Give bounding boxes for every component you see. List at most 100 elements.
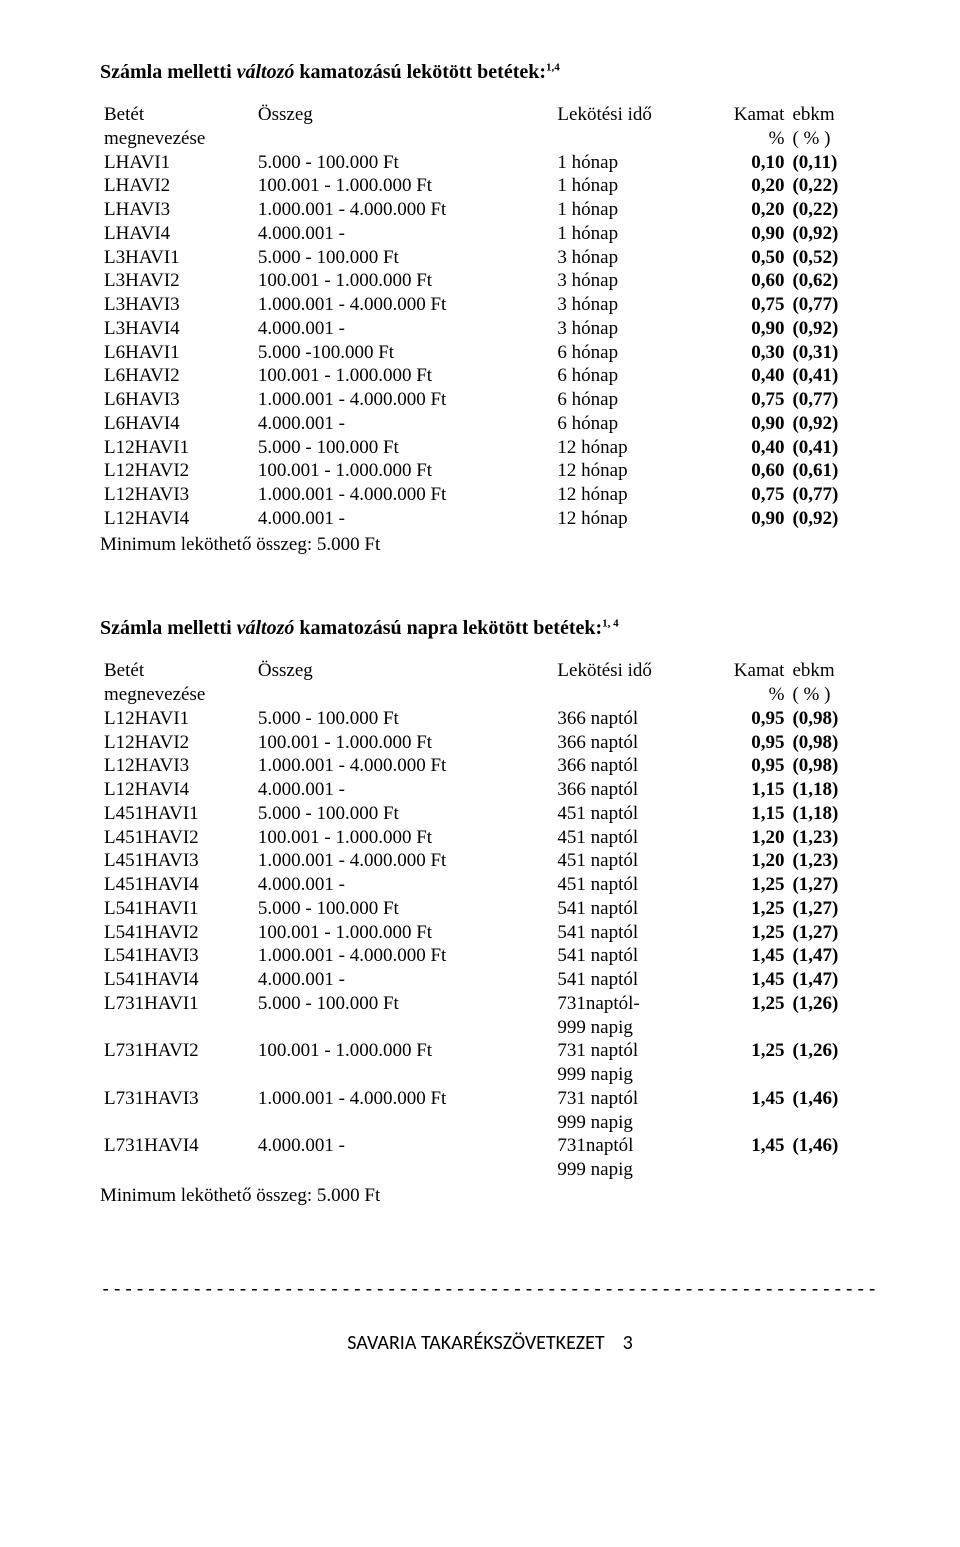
header-ebkm-l2: ( % ): [788, 683, 880, 707]
cell-ebkm: (1,27): [788, 897, 880, 921]
section2-title-italic: változó: [237, 617, 295, 639]
cell-rate: 1,25: [718, 921, 789, 945]
section1-note: Minimum leköthető összeg: 5.000 Ft: [100, 533, 880, 557]
cell-amount: 4.000.001 -: [254, 778, 554, 802]
cell-term: 731naptól: [553, 1134, 717, 1158]
header-name: Betét: [100, 103, 254, 127]
cell-term: 12 hónap: [553, 483, 717, 507]
divider-line: ----------------------------------------…: [100, 1278, 880, 1302]
table-row: L451HAVI31.000.001 - 4.000.000 Ft451 nap…: [100, 849, 880, 873]
table-row: L451HAVI44.000.001 -451 naptól1,25(1,27): [100, 873, 880, 897]
section2-title-pre: Számla melletti: [100, 617, 237, 639]
cell-term: 12 hónap: [553, 507, 717, 531]
cell-name: L731HAVI3: [100, 1087, 254, 1111]
cell-term-line2: 999 napig: [553, 1111, 717, 1135]
cell-amount: 100.001 - 1.000.000 Ft: [254, 826, 554, 850]
table-row: L3HAVI44.000.001 -3 hónap0,90(0,92): [100, 317, 880, 341]
cell-amount: 100.001 - 1.000.000 Ft: [254, 1039, 554, 1063]
cell-rate: 0,75: [718, 483, 789, 507]
header-term: Lekötési idő: [553, 103, 717, 127]
header-rate: Kamat: [718, 659, 789, 683]
cell-term: 366 naptól: [553, 778, 717, 802]
cell-amount: 1.000.001 - 4.000.000 Ft: [254, 849, 554, 873]
cell-term: 451 naptól: [553, 826, 717, 850]
header-ebkm: ebkm: [788, 659, 880, 683]
table-row: L541HAVI44.000.001 -541 naptól1,45(1,47): [100, 968, 880, 992]
table-row: L12HAVI2100.001 - 1.000.000 Ft12 hónap0,…: [100, 459, 880, 483]
cell-rate: 0,75: [718, 293, 789, 317]
table-row: L6HAVI2100.001 - 1.000.000 Ft6 hónap0,40…: [100, 364, 880, 388]
cell-ebkm: (0,22): [788, 174, 880, 198]
cell-name: L3HAVI1: [100, 246, 254, 270]
cell-name: L541HAVI3: [100, 944, 254, 968]
cell-rate: 0,30: [718, 341, 789, 365]
cell-ebkm: (0,92): [788, 507, 880, 531]
table-row-cont: 999 napig: [100, 1016, 880, 1040]
cell-rate: 1,25: [718, 992, 789, 1016]
cell-amount: 1.000.001 - 4.000.000 Ft: [254, 483, 554, 507]
header-rate: Kamat: [718, 103, 789, 127]
cell-amount: 1.000.001 - 4.000.000 Ft: [254, 293, 554, 317]
cell-ebkm: (0,92): [788, 222, 880, 246]
cell-rate: 0,95: [718, 754, 789, 778]
section1-title-pre: Számla melletti: [100, 61, 237, 83]
cell-term: 3 hónap: [553, 317, 717, 341]
cell-ebkm: (1,18): [788, 778, 880, 802]
cell-term: 3 hónap: [553, 269, 717, 293]
section1-title-sup: 1,4: [546, 61, 560, 73]
cell-term: 366 naptól: [553, 707, 717, 731]
cell-term: 366 naptól: [553, 731, 717, 755]
table-row-cont: 999 napig: [100, 1063, 880, 1087]
table-row: LHAVI2100.001 - 1.000.000 Ft1 hónap0,20(…: [100, 174, 880, 198]
cell-amount: 5.000 - 100.000 Ft: [254, 707, 554, 731]
cell-name: L541HAVI1: [100, 897, 254, 921]
cell-term: 541 naptól: [553, 944, 717, 968]
cell-ebkm: (0,98): [788, 731, 880, 755]
cell-term: 6 hónap: [553, 364, 717, 388]
cell-rate: 1,25: [718, 897, 789, 921]
cell-rate: 1,45: [718, 1134, 789, 1158]
cell-ebkm: (0,77): [788, 293, 880, 317]
cell-amount: 1.000.001 - 4.000.000 Ft: [254, 388, 554, 412]
cell-name: L12HAVI2: [100, 731, 254, 755]
cell-ebkm: (1,26): [788, 992, 880, 1016]
cell-term-line2: 999 napig: [553, 1063, 717, 1087]
cell-rate: 0,90: [718, 507, 789, 531]
table-row: L12HAVI15.000 - 100.000 Ft12 hónap0,40(0…: [100, 436, 880, 460]
cell-name: L451HAVI1: [100, 802, 254, 826]
cell-name: L731HAVI2: [100, 1039, 254, 1063]
header-name-l1: Betét: [104, 104, 144, 125]
cell-rate: 0,60: [718, 459, 789, 483]
cell-amount: 100.001 - 1.000.000 Ft: [254, 459, 554, 483]
cell-name: LHAVI1: [100, 151, 254, 175]
cell-amount: 5.000 - 100.000 Ft: [254, 436, 554, 460]
cell-amount: 4.000.001 -: [254, 412, 554, 436]
table-header-row2: megnevezése % ( % ): [100, 127, 880, 151]
cell-term: 12 hónap: [553, 436, 717, 460]
cell-term: 541 naptól: [553, 897, 717, 921]
cell-term: 1 hónap: [553, 174, 717, 198]
table-row: L731HAVI31.000.001 - 4.000.000 Ft731 nap…: [100, 1087, 880, 1111]
table-row: L541HAVI15.000 - 100.000 Ft541 naptól1,2…: [100, 897, 880, 921]
table-row-cont: 999 napig: [100, 1111, 880, 1135]
header-amount: Összeg: [254, 659, 554, 683]
cell-ebkm: (0,61): [788, 459, 880, 483]
cell-rate: 1,25: [718, 873, 789, 897]
cell-amount: 100.001 - 1.000.000 Ft: [254, 269, 554, 293]
cell-term: 6 hónap: [553, 412, 717, 436]
section1-table: Betét Összeg Lekötési idő Kamat ebkm meg…: [100, 103, 880, 531]
cell-amount: 1.000.001 - 4.000.000 Ft: [254, 754, 554, 778]
table-row: L12HAVI15.000 - 100.000 Ft366 naptól0,95…: [100, 707, 880, 731]
cell-ebkm: (0,98): [788, 707, 880, 731]
cell-term: 3 hónap: [553, 246, 717, 270]
cell-term: 451 naptól: [553, 873, 717, 897]
cell-name: LHAVI3: [100, 198, 254, 222]
cell-name: L731HAVI4: [100, 1134, 254, 1158]
cell-rate: 0,90: [718, 317, 789, 341]
cell-rate: 0,60: [718, 269, 789, 293]
cell-amount: 5.000 - 100.000 Ft: [254, 246, 554, 270]
cell-amount: 5.000 - 100.000 Ft: [254, 802, 554, 826]
cell-rate: 0,75: [718, 388, 789, 412]
cell-ebkm: (0,11): [788, 151, 880, 175]
table-row: L451HAVI2100.001 - 1.000.000 Ft451 naptó…: [100, 826, 880, 850]
